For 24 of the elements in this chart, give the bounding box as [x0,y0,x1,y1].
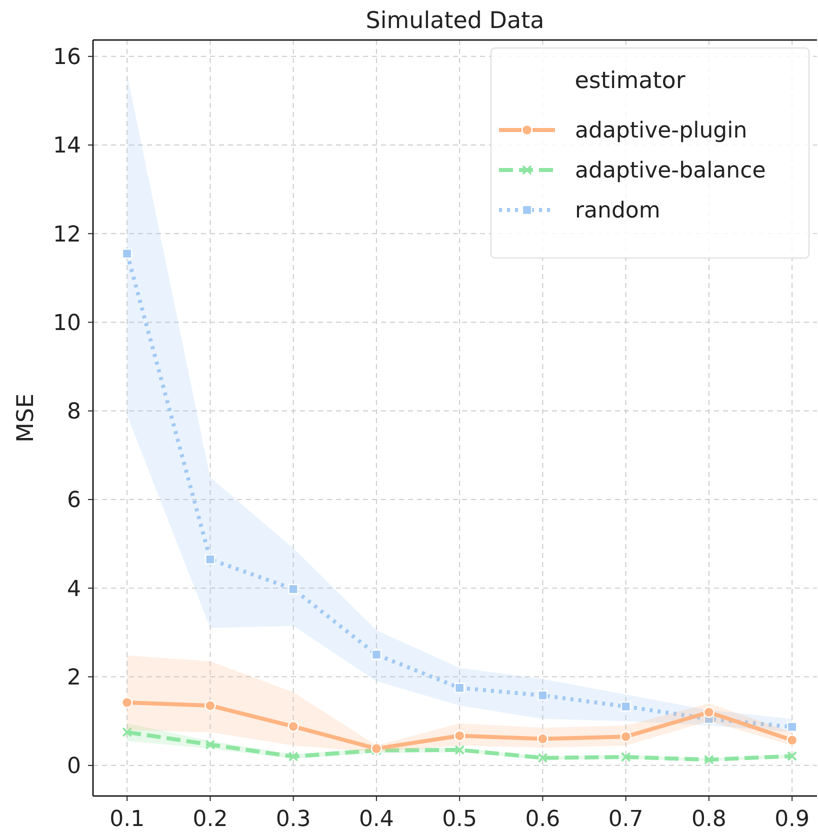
x-tick-label: 0.4 [358,807,394,832]
y-tick-label: 16 [53,45,81,70]
y-tick-label: 12 [53,222,81,248]
x-tick-label: 0.6 [525,807,560,832]
x-tick-label: 0.1 [110,807,145,832]
x-tick-label: 0.5 [442,807,478,832]
x-tick-label: 0.8 [691,807,726,832]
legend-label: random [575,198,660,224]
x-tick-label: 0.2 [192,807,228,832]
legend-label: adaptive-plugin [575,118,748,144]
y-tick-label: 2 [67,665,81,690]
legend-label: adaptive-balance [575,158,766,184]
y-tick-label: 14 [53,134,81,159]
y-tick-label: 6 [67,488,81,514]
y-tick-label: 0 [67,754,81,780]
x-tick-label: 0.3 [276,807,311,832]
chart-title: Simulated Data [366,8,544,34]
y-tick-label: 4 [67,576,81,602]
x-tick-label: 0.9 [774,807,810,832]
y-tick-label: 8 [67,400,81,425]
legend-title: estimator [574,68,686,94]
y-tick-label: 10 [53,310,81,336]
x-tick-label: 0.7 [608,807,644,832]
y-axis-title: MSE [13,394,39,442]
